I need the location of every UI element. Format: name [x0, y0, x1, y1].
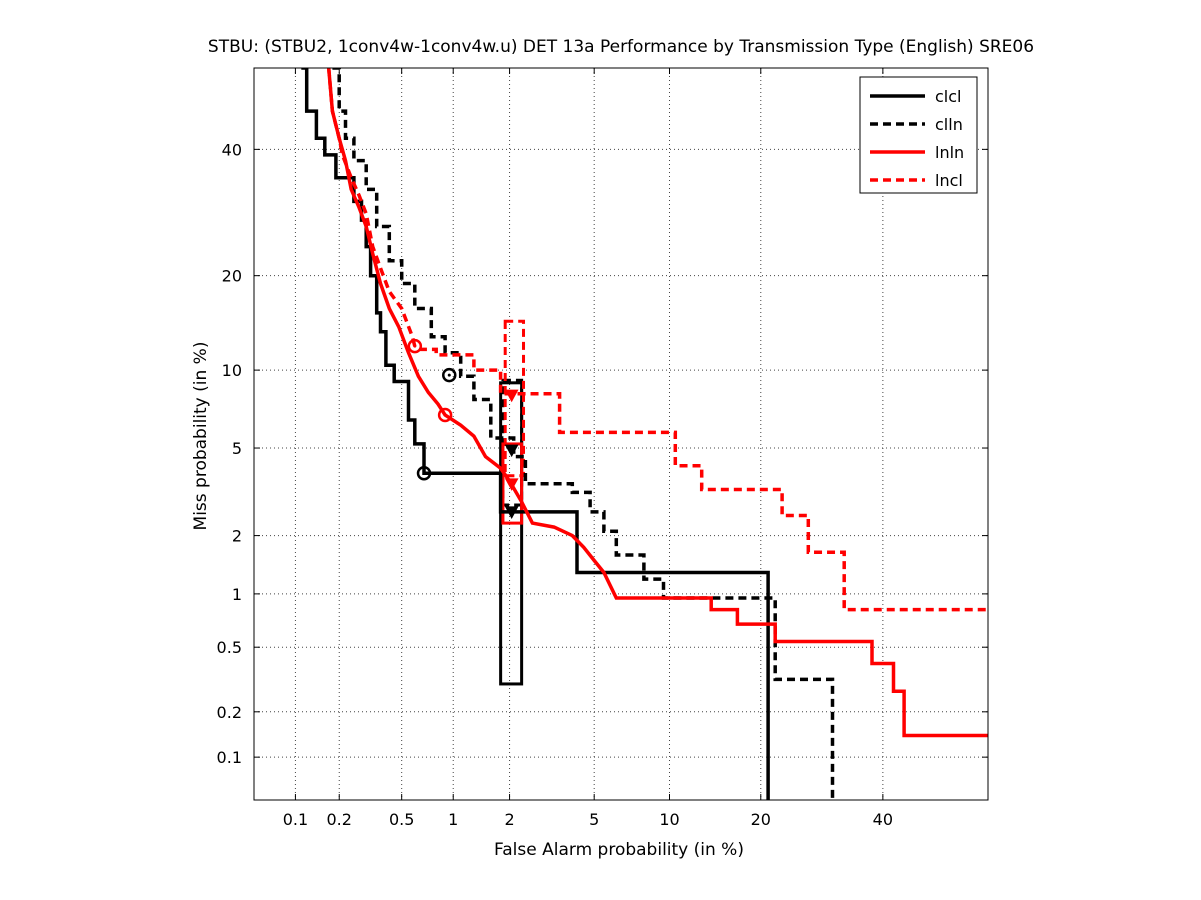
- series-line-clln: [332, 68, 835, 800]
- min-dcf-marker-lnln: [437, 407, 453, 423]
- min-dcf-center-clcl: [422, 471, 426, 475]
- operating-point-markers: [407, 338, 519, 519]
- min-dcf-marker-lncl: [407, 338, 423, 354]
- y-tick-label: 40: [222, 140, 242, 159]
- min-dcf-center-lncl: [413, 344, 417, 348]
- act-dcf-marker-clcl: [504, 506, 519, 519]
- x-tick-label: 0.5: [389, 810, 414, 829]
- legend-label-clcl: clcl: [935, 87, 961, 106]
- min-dcf-center-lnln: [443, 413, 447, 417]
- series-line-lnln: [326, 68, 988, 738]
- plot-frame: [253, 67, 989, 801]
- y-tick-label: 1: [232, 585, 242, 604]
- y-tick-label: 5: [232, 439, 242, 458]
- x-tick-label: 10: [659, 810, 679, 829]
- x-tick-label: 0.2: [327, 810, 352, 829]
- act-dcf-marker-lncl: [504, 389, 519, 403]
- legend-label-lncl: lncl: [935, 171, 963, 190]
- y-tick-label: 0.2: [217, 703, 242, 722]
- y-tick-label: 10: [222, 361, 242, 380]
- act-dcf-marker-lnln: [504, 478, 519, 491]
- x-tick-label: 20: [751, 810, 771, 829]
- min-dcf-marker-clln: [442, 367, 457, 383]
- axis-ticks: 0.1 0.2 0.5 1 2 5 10 20 40 0.1 0.2 0.5 1 2 5 10 20 40: [217, 68, 988, 829]
- y-axis-label: Miss probability (in %): [191, 342, 211, 531]
- legend-label-clln: clln: [935, 115, 963, 134]
- x-tick-label: 1: [448, 810, 458, 829]
- y-tick-label: 0.5: [217, 638, 242, 657]
- x-tick-label: 40: [873, 810, 893, 829]
- legend-label-lnln: lnln: [935, 143, 964, 162]
- y-tick-label: 20: [222, 267, 242, 286]
- confidence-box-lncl: [503, 319, 526, 478]
- confidence-box-lnln: [501, 442, 524, 525]
- x-tick-label: 0.1: [283, 810, 308, 829]
- min-dcf-marker-clcl: [416, 465, 432, 481]
- y-tick-label: 2: [232, 527, 242, 546]
- confidence-boxes: [499, 319, 526, 686]
- chart-title: STBU: (STBU2, 1conv4w-1conv4w.u) DET 13a…: [208, 37, 1034, 57]
- x-tick-label: 5: [589, 810, 599, 829]
- y-tick-label: 0.1: [217, 748, 242, 767]
- min-dcf-center-clln: [447, 373, 451, 377]
- series-lines: [301, 68, 988, 800]
- act-dcf-marker-clln: [504, 444, 519, 458]
- legend: clcl clln lnln lncl: [859, 76, 978, 194]
- series-line-lncl: [326, 68, 988, 612]
- confidence-box-clcl: [499, 381, 524, 686]
- x-tick-label: 2: [504, 810, 514, 829]
- x-axis-label: False Alarm probability (in %): [494, 840, 744, 860]
